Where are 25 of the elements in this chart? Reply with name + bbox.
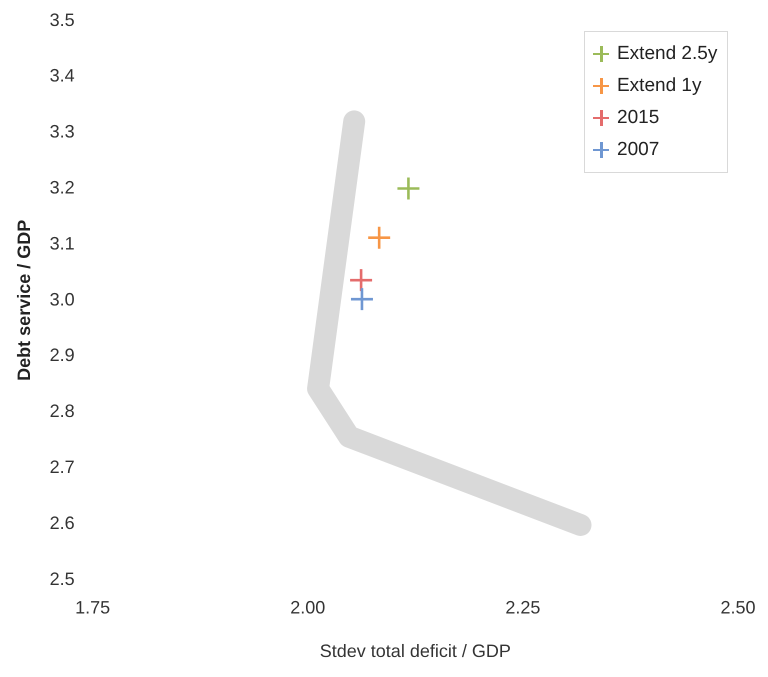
y-tick-label: 3.0: [50, 289, 75, 310]
y-tick-label: 2.6: [50, 512, 75, 533]
y-tick-label: 2.8: [50, 401, 75, 422]
legend-label: 2007: [617, 138, 660, 162]
y-tick-label: 2.9: [50, 345, 75, 366]
point: [397, 178, 420, 200]
legend-label: Extend 2.5y: [617, 42, 718, 66]
x-tick-label: 2.00: [290, 598, 326, 618]
y-tick-label: 3.5: [50, 10, 75, 30]
y-tick-label: 3.3: [50, 122, 75, 142]
y-tick-label: 3.2: [50, 177, 75, 198]
point: [350, 269, 372, 292]
x-tick-label: 2.25: [505, 598, 540, 618]
y-tick-label: 2.5: [50, 568, 75, 589]
legend-label: 2015: [617, 106, 660, 130]
y-axis-title: Debt service / GDP: [14, 220, 34, 381]
point: [368, 226, 390, 249]
point: [350, 288, 373, 310]
y-tick-label: 2.7: [50, 456, 75, 477]
legend-label: Extend 1y: [617, 74, 702, 98]
x-tick-label: 2.50: [720, 598, 756, 618]
x-axis-title: Stdev total deficit / GDP: [320, 641, 511, 662]
y-tick-label: 3.4: [50, 66, 75, 86]
x-tick-label: 1.75: [75, 598, 110, 618]
y-tick-label: 3.1: [50, 233, 75, 254]
